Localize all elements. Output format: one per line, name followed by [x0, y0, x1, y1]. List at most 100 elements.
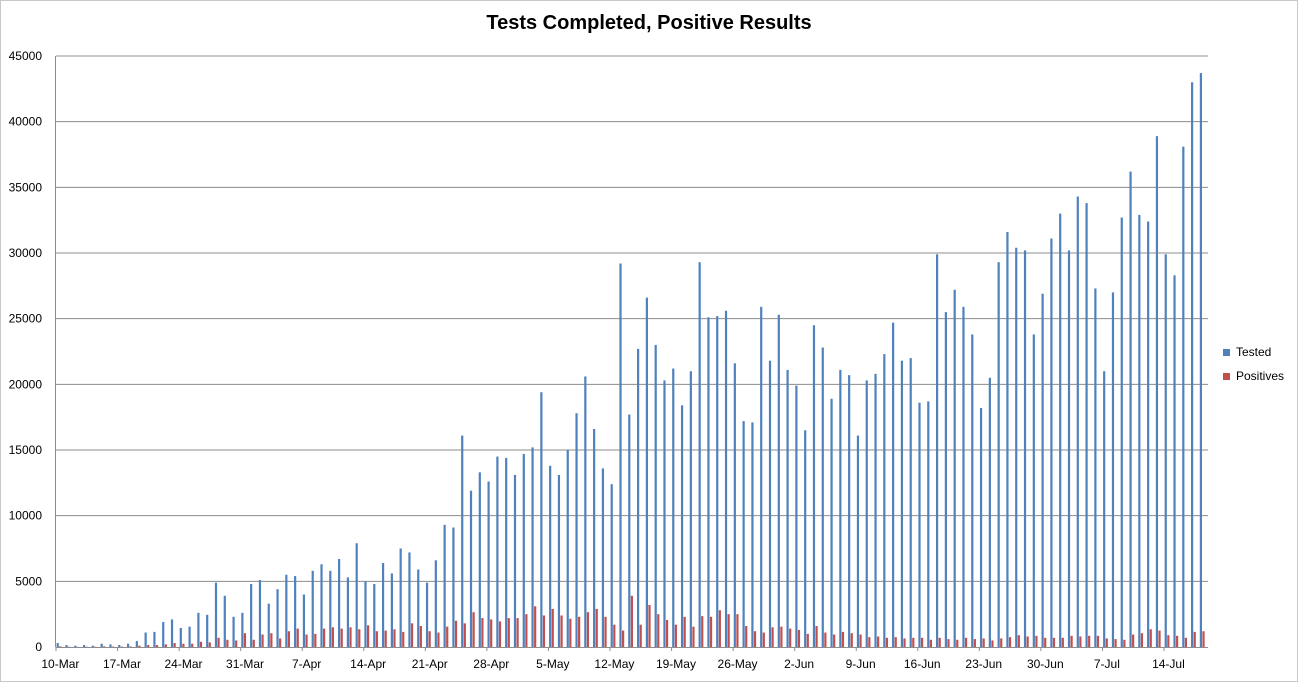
bar-tested [408, 552, 411, 647]
bar-positives [1140, 633, 1144, 647]
bar-tested [250, 583, 253, 647]
bar-positives [648, 604, 651, 647]
bar-positives [410, 623, 414, 647]
bar-positives [340, 628, 343, 647]
bar-positives [921, 637, 924, 647]
bar-positives [243, 633, 247, 647]
x-tick-label: 24-Mar [165, 657, 203, 671]
legend-swatch-positives [1223, 372, 1230, 380]
bar-tested [900, 360, 904, 647]
x-axis-ticks: 10-Mar 17-Mar 24-Mar 31-Mar 7-Apr 14-Apr 21-Ap… [41, 647, 1185, 671]
bar-tested [118, 645, 121, 647]
bar-positives [771, 627, 774, 647]
bar-tested [285, 574, 288, 647]
bar-tested [1085, 203, 1088, 648]
bar-positives [384, 630, 387, 647]
bar-positives [1167, 635, 1170, 647]
bar-positives [507, 618, 510, 647]
bar-tested [1155, 136, 1159, 647]
bar-tested [1059, 213, 1062, 647]
gridlines [56, 55, 1208, 582]
bar-positives [472, 612, 475, 647]
bar-tested [1076, 196, 1079, 647]
bar-positives [375, 631, 378, 647]
bar-tested [1182, 146, 1185, 647]
bar-tested [478, 472, 481, 647]
bar-positives [1000, 638, 1003, 647]
bar-tested [1191, 82, 1194, 648]
bar-positives [868, 637, 871, 647]
bar-positives [331, 627, 335, 647]
bar-positives [534, 606, 537, 647]
bar-positives [358, 629, 361, 647]
bar-tested [979, 407, 983, 647]
bar-tested [663, 380, 666, 647]
bar-tested [971, 334, 974, 647]
x-tick-label: 16-Jun [904, 657, 941, 671]
bar-tested [425, 582, 429, 647]
bar-positives [252, 639, 255, 647]
x-tick-label: 14-Jul [1152, 657, 1185, 671]
x-tick-label: 7-Apr [292, 657, 321, 671]
bar-positives [745, 625, 748, 647]
bar-tested [1147, 221, 1150, 648]
bar-tested [1041, 293, 1044, 647]
y-tick-label: 20000 [9, 377, 43, 391]
bar-tested [1138, 214, 1141, 647]
bar-tested [188, 626, 191, 647]
bar-tested [654, 344, 657, 647]
bar-tested [1199, 73, 1203, 647]
bar-tested [716, 316, 719, 647]
bar-positives [622, 630, 625, 647]
bar-tested [258, 580, 262, 647]
bar-positives [366, 625, 370, 647]
bar-positives [59, 646, 62, 647]
bar-tested [522, 453, 525, 647]
bar-positives [103, 646, 106, 647]
x-tick-label: 10-Mar [41, 657, 79, 671]
bar-tested [214, 582, 218, 647]
bar-positives [463, 623, 466, 647]
bar-tested [1129, 171, 1132, 647]
bar-positives [833, 634, 836, 647]
bar-positives [630, 595, 634, 647]
bar-positives [349, 627, 352, 647]
bar-positives [877, 636, 880, 647]
bar-tested [179, 627, 182, 647]
bar-tested [593, 428, 596, 647]
bar-tested [935, 254, 939, 647]
x-tick-label: 5-May [536, 657, 569, 671]
bar-tested [988, 377, 991, 647]
bar-positives [947, 639, 950, 647]
bar-positives [1193, 631, 1196, 647]
bar-positives [701, 616, 704, 647]
bar-tested [1164, 254, 1167, 647]
bar-tested [1103, 371, 1106, 647]
bar-tested [733, 363, 736, 647]
bar-positives [841, 631, 845, 647]
bar-tested [584, 376, 587, 647]
bar-positives [164, 644, 167, 647]
bar-positives [1176, 635, 1179, 647]
bar-positives [560, 615, 563, 647]
bar-positives [665, 620, 669, 647]
bar-positives [709, 616, 713, 647]
bar-positives [428, 631, 431, 647]
bar-positives [402, 631, 405, 647]
bar-tested [628, 414, 631, 647]
bar-positives [903, 638, 906, 647]
bar-positives [982, 638, 985, 647]
x-tick-label: 14-Apr [350, 657, 386, 671]
y-axis-ticks: 0 5000 10000 15000 20000 25000 30000 35000 40000… [9, 49, 43, 654]
bar-positives [296, 628, 299, 647]
bar-tested [241, 612, 244, 647]
chart-title: Tests Completed, Positive Results [486, 12, 812, 34]
bar-tested [707, 317, 710, 647]
bar-tested [1032, 334, 1035, 647]
bar-positives [323, 628, 326, 647]
bar-tested [760, 306, 763, 647]
bar-positives [138, 645, 141, 647]
bar-positives [964, 637, 968, 647]
bar-positives [419, 625, 422, 647]
bar-tested [135, 641, 138, 647]
